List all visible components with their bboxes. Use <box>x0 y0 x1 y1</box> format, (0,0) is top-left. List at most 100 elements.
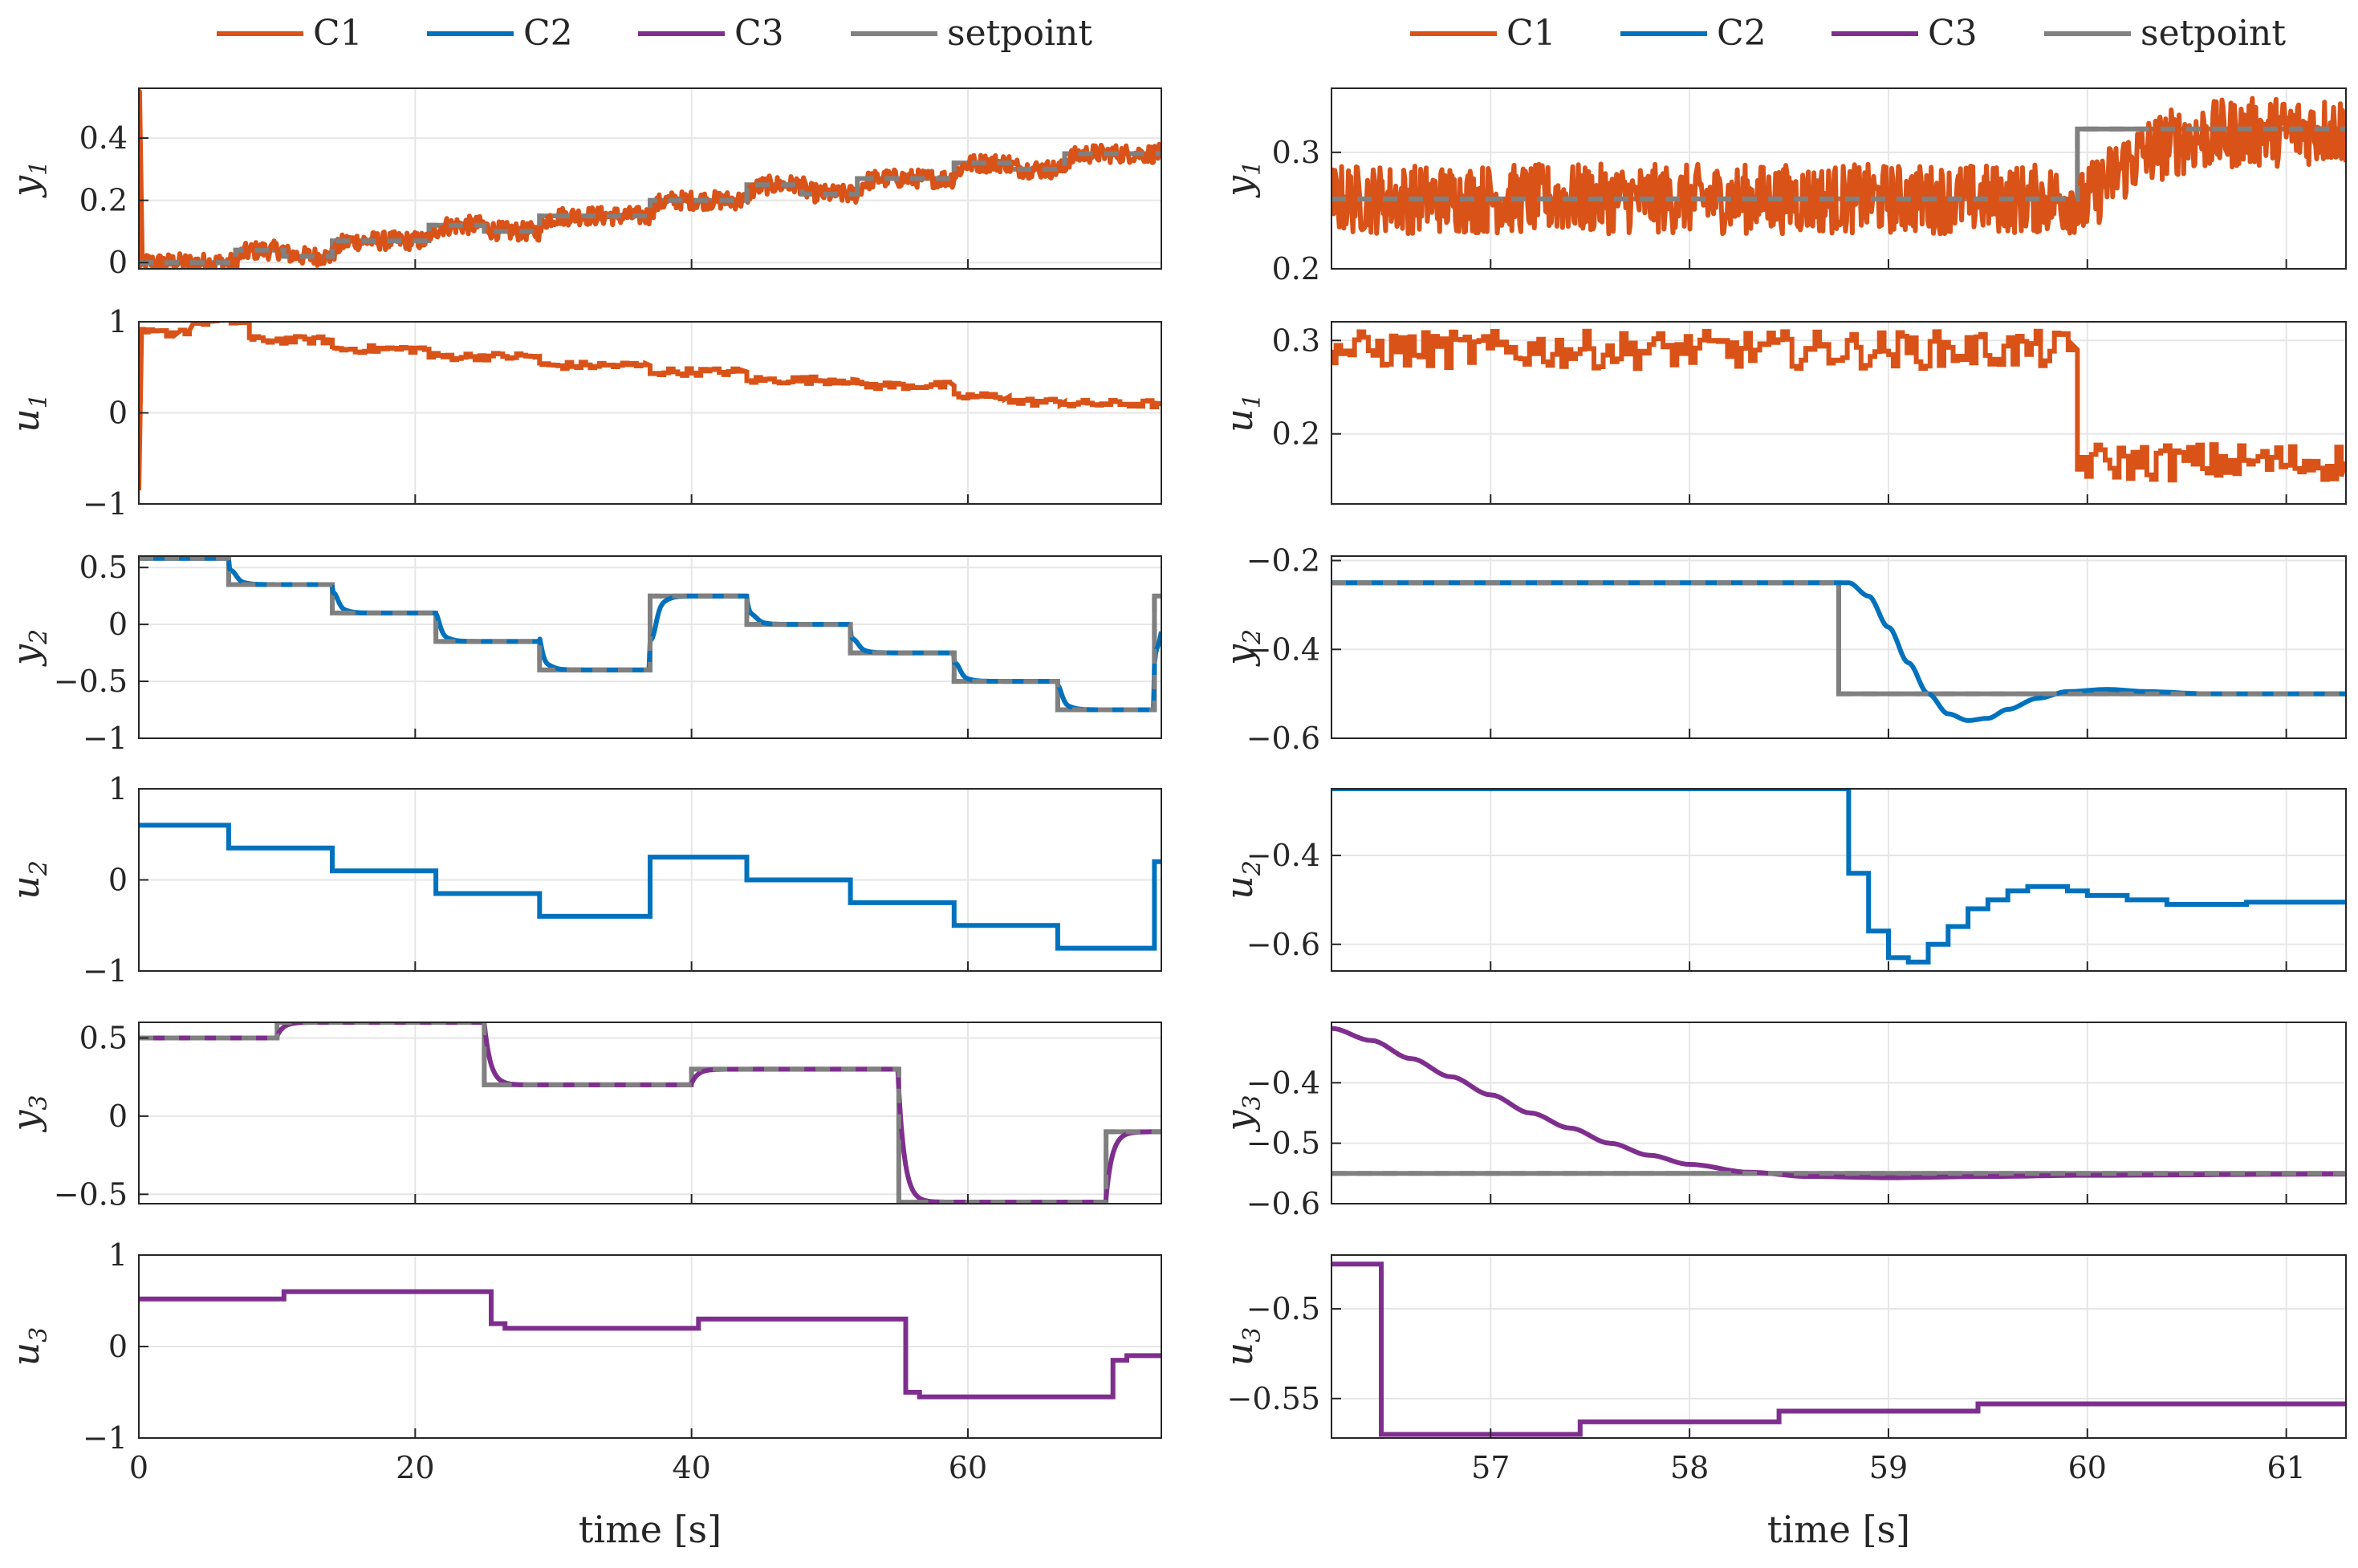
y-axis-label: y3 <box>1218 1095 1266 1132</box>
axes-background <box>1331 1255 2346 1438</box>
y-tick-label: −0.6 <box>1246 927 1320 962</box>
series-c2 <box>1331 580 2346 723</box>
x-tick-label: 0 <box>129 1450 148 1485</box>
legend-label-c3: C3 <box>1928 13 1978 54</box>
series-group <box>1331 580 2346 723</box>
axes-box <box>1331 1022 2347 1204</box>
panel-right-y3: −0.6 −0.5 −0.4y3 <box>1218 1022 2347 1221</box>
series-setpoint-dashed <box>1331 126 2346 201</box>
y-tick-label: 0.5 <box>79 550 128 585</box>
y-axis-label: y3 <box>4 1095 53 1132</box>
series-c1 <box>1331 328 2346 483</box>
panel-right-u3: −0.55 −0.5u3 57 58 59 60 61 time [s] <box>1218 1254 2347 1551</box>
y-tick-label: −0.5 <box>54 1176 128 1212</box>
y-axis-label: u3 <box>1218 1327 1266 1367</box>
y-tick-label: −0.55 <box>1227 1381 1320 1416</box>
axes-background <box>1331 322 2346 504</box>
series-group <box>139 556 1161 713</box>
y-tick-label: 0 <box>108 1099 128 1134</box>
axes-box <box>138 87 1162 270</box>
legend-label-c2: C2 <box>1717 13 1766 54</box>
axes-background <box>1331 789 2346 971</box>
panel-left-u1: −1 0 1 u1 <box>4 304 1162 522</box>
y-tick-label: −0.6 <box>1246 1186 1320 1221</box>
y-tick-label: 1 <box>108 771 128 806</box>
panel-left-y3: −0.5 0 0.5 y3 <box>4 1020 1162 1212</box>
series-c3 <box>139 1289 1161 1399</box>
series-group <box>139 1289 1161 1399</box>
legend-label-setpoint: setpoint <box>947 13 1092 54</box>
y-axis-label: u2 <box>4 860 53 900</box>
series-group <box>1331 789 2346 965</box>
y-tick-label: −0.4 <box>1246 1065 1320 1100</box>
legend-right: C1 C2 C3 setpoint <box>1410 13 2286 54</box>
y-tick-label: 0.2 <box>1272 251 1320 286</box>
series-c1 <box>139 322 1161 491</box>
axes-background <box>139 1022 1161 1204</box>
x-tick-label: 60 <box>949 1450 987 1485</box>
series-setpoint-dashed <box>139 556 1161 713</box>
x-tick-label: 40 <box>672 1450 710 1485</box>
y-tick-label: 0.5 <box>79 1020 128 1055</box>
axes-background <box>139 88 1161 269</box>
y-tick-label: 0.4 <box>79 120 128 156</box>
y-tick-label: 0 <box>108 607 128 642</box>
axes-box <box>138 1022 1162 1204</box>
legend-label-setpoint: setpoint <box>2140 13 2286 54</box>
x-tick-label: 61 <box>2267 1450 2305 1485</box>
panel-right-y2: −0.6 −0.4 −0.2 y2 <box>1218 543 2347 756</box>
series-c2 <box>1331 789 2346 965</box>
y-tick-label: −0.2 <box>1246 543 1320 579</box>
y-tick-label: −0.6 <box>1246 721 1320 756</box>
y-tick-label: 0 <box>108 1329 128 1364</box>
y-tick-label: 0.3 <box>1272 323 1320 358</box>
series-c3 <box>1331 1026 2346 1180</box>
series-group <box>139 88 1161 269</box>
y-axis-label: u1 <box>4 393 53 433</box>
series-c3 <box>1331 1261 2346 1437</box>
y-tick-label: −0.5 <box>1246 1126 1320 1161</box>
y-tick-label: 1 <box>108 304 128 339</box>
panel-left-y1: 0 0.2 0.4 y1 <box>4 87 1162 280</box>
series-group <box>1331 95 2346 237</box>
y-tick-label: 0 <box>108 396 128 431</box>
series-c1 <box>1331 95 2346 237</box>
panel-right-u1: 0.2 0.3u1 <box>1218 321 2347 505</box>
y-tick-label: −0.5 <box>54 664 128 699</box>
y-axis-label: y2 <box>1218 629 1266 667</box>
x-tick-label: 57 <box>1471 1450 1510 1485</box>
axes-box <box>138 555 1162 739</box>
y-tick-label: 0.3 <box>1272 135 1320 170</box>
y-axis-label: u3 <box>4 1327 53 1367</box>
axes-box <box>1331 321 2347 505</box>
plot-area: 00.20.4y1−101u1−1−0.500.5y2−101u2−0.500.… <box>4 87 2347 1551</box>
y-tick-label: −1 <box>83 721 128 756</box>
x-tick-label: 60 <box>2068 1450 2107 1485</box>
axes-box <box>1331 87 2347 270</box>
y-tick-label: 1 <box>108 1237 128 1273</box>
y-axis-label: y2 <box>4 629 53 667</box>
legend-label-c2: C2 <box>523 13 573 54</box>
series-group <box>1331 1261 2346 1437</box>
y-tick-label: 0.2 <box>79 183 128 218</box>
x-axis-label: time [s] <box>579 1508 722 1551</box>
y-axis-label: u1 <box>1218 393 1266 433</box>
legend-label-c3: C3 <box>734 13 784 54</box>
x-tick-label: 58 <box>1670 1450 1709 1485</box>
legend-left: C1 C2 C3 setpoint <box>217 13 1092 54</box>
y-tick-label: 0 <box>108 245 128 280</box>
legend-label-c1: C1 <box>313 13 363 54</box>
axes-box <box>1331 788 2347 972</box>
y-tick-label: −0.5 <box>1246 1291 1320 1326</box>
x-tick-label: 20 <box>396 1450 434 1485</box>
series-group <box>139 322 1161 491</box>
legend-label-c1: C1 <box>1506 13 1556 54</box>
y-tick-label: −0.4 <box>1246 838 1320 873</box>
y-tick-label: −1 <box>83 486 128 522</box>
series-group <box>1331 1026 2346 1180</box>
y-axis-label: y1 <box>1218 160 1266 198</box>
x-tick-label: 59 <box>1869 1450 1908 1485</box>
panel-left-y2: −1 −0.5 0 0.5 y2 <box>4 550 1162 756</box>
